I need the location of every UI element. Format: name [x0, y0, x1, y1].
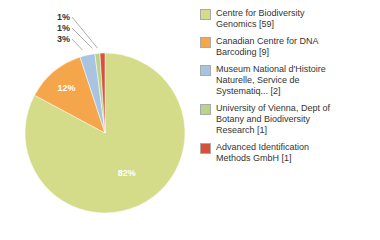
svg-text:12%: 12%: [58, 83, 76, 93]
html-text:University of Vienna, Dept of: University of Vienna, Dept of Botany and…: [216, 103, 330, 135]
svg-text:1%: 1%: [57, 12, 70, 22]
html-text:Centre for Biodiversity Genomi: Centre for Biodiversity Genomics [59]: [216, 8, 305, 29]
svg-text:82%: 82%: [118, 168, 136, 178]
html-text:Museum National d'Histoire Nat: Museum National d'Histoire Naturelle, Se…: [216, 64, 326, 96]
svg-text:3%: 3%: [57, 34, 70, 44]
svg-text:1%: 1%: [57, 23, 70, 33]
html-text:Advanced Identification Method: Advanced Identification Methods GmbH [1]: [216, 142, 310, 163]
html-text:Canadian Centre for DNA Barcod: Canadian Centre for DNA Barcoding [9]: [216, 36, 319, 57]
